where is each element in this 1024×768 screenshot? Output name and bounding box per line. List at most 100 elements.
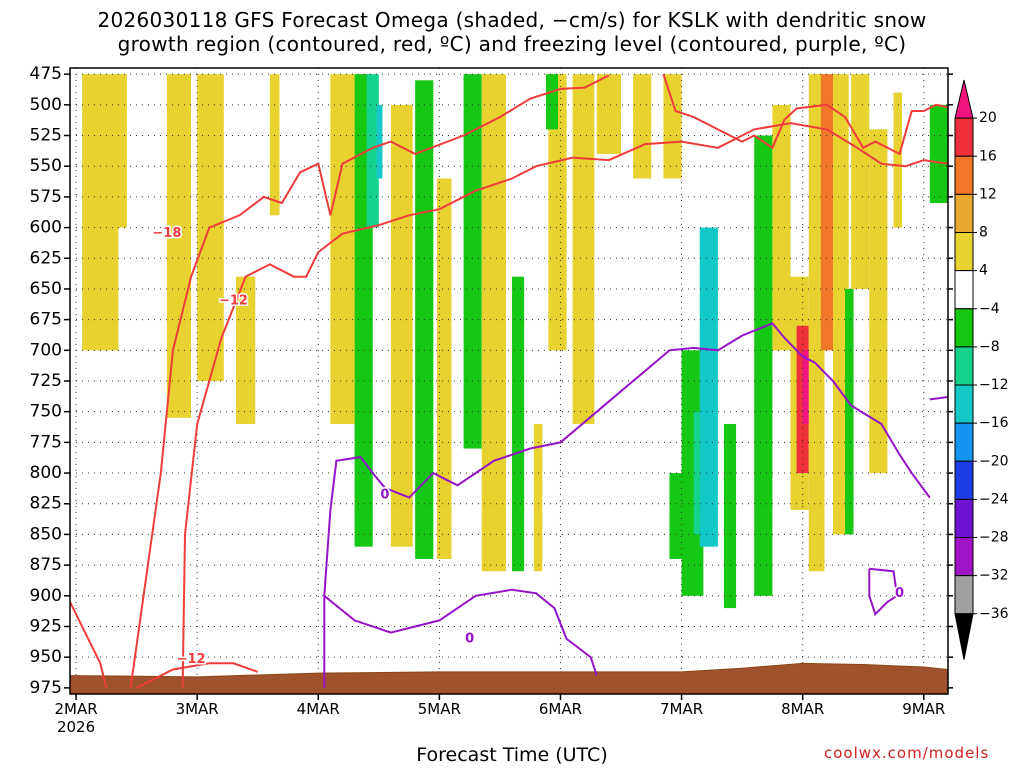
y-tick-label-7: 650	[30, 279, 62, 299]
freezing-contour-2	[868, 567, 899, 617]
omega-region-27	[699, 227, 718, 547]
plot-area: −18 −12 −12 0 0 0	[70, 68, 948, 694]
y-tick-label-16: 875	[30, 555, 62, 575]
colorbar-bin-7	[954, 346, 974, 386]
omega-region-38	[851, 74, 870, 289]
dgz-contour-3	[70, 601, 108, 689]
freezing-contour-1	[323, 588, 598, 676]
omega-region-13	[436, 178, 452, 559]
y-tick-label-8: 675	[30, 310, 62, 330]
freezing-contour-3	[929, 396, 948, 401]
y-tick-label-19: 950	[30, 647, 62, 667]
freezing-contour-label-0: 0	[380, 488, 389, 503]
x-tick-label-3: 5MAR	[418, 700, 461, 718]
colorbar-bin-4	[954, 232, 974, 272]
colorbar-label-10: −24	[979, 491, 1009, 507]
y-tick-label-5: 600	[30, 218, 62, 238]
omega-region-20	[572, 74, 595, 424]
x-tick-label-4: 6MAR	[539, 700, 582, 718]
y-tick-label-3: 550	[30, 156, 62, 176]
omega-region-40	[893, 92, 902, 228]
colorbar-bin-12	[954, 537, 974, 577]
colorbar-label-8: −16	[979, 415, 1009, 431]
omega-region-19	[545, 74, 559, 130]
colorbar-bin-5	[954, 270, 974, 310]
colorbar-label-4: 4	[979, 263, 988, 279]
omega-region-21	[596, 74, 622, 154]
x-tick-label-1: 3MAR	[176, 700, 219, 718]
omega-region-1	[112, 74, 127, 228]
omega-region-41	[929, 104, 948, 204]
omega-region-6	[269, 74, 280, 216]
dgz-contour-label-2: −12	[177, 652, 206, 667]
x-tick-label-0: 2MAR	[54, 700, 97, 718]
freezing-contour-label-1: 0	[465, 631, 474, 646]
credit-text: coolwx.com/models	[824, 744, 990, 762]
colorbar-bin-10	[954, 460, 974, 500]
colorbar-label-13: −36	[979, 606, 1009, 622]
y-tick-label-11: 750	[30, 402, 62, 422]
y-tick-label-18: 925	[30, 616, 62, 636]
y-tick-label-12: 775	[30, 432, 62, 452]
omega-region-10	[376, 104, 383, 179]
omega-region-15	[481, 74, 506, 572]
colorbar-label-11: −28	[979, 530, 1009, 546]
chart-title-line-1: 2026030118 GFS Forecast Omega (shaded, −…	[97, 8, 927, 32]
colorbar-arrow-bottom	[954, 613, 974, 660]
dgz-contour-label-0: −18	[152, 226, 181, 241]
omega-region-16	[512, 276, 525, 572]
omega-region-34	[808, 74, 825, 572]
omega-region-26	[693, 411, 700, 535]
y-tick-label-20: 975	[30, 678, 62, 698]
omega-region-39	[869, 129, 888, 474]
y-tick-label-0: 475	[30, 64, 62, 84]
omega-region-36	[832, 74, 849, 535]
omega-region-0	[82, 74, 119, 351]
dgz-contour-1	[181, 122, 948, 688]
y-tick-label-9: 700	[30, 340, 62, 360]
colorbar-arrow-top	[954, 79, 974, 119]
omega-region-14	[463, 74, 482, 449]
omega-region-29	[754, 135, 773, 596]
ground-surface	[70, 662, 948, 694]
colorbar-label-3: 8	[979, 225, 988, 241]
omega-region-22	[633, 74, 652, 179]
colorbar-bin-8	[954, 384, 974, 424]
colorbar-label-12: −32	[979, 568, 1009, 584]
y-tick-label-14: 825	[30, 494, 62, 514]
colorbar-label-7: −12	[979, 377, 1009, 393]
omega-region-28	[723, 423, 737, 609]
colorbar-label-6: −8	[979, 339, 1000, 355]
chart-title-line-2: growth region (contoured, red, ºC) and f…	[117, 32, 907, 56]
x-axis-label: Forecast Time (UTC)	[416, 744, 608, 766]
omega-region-5	[235, 276, 256, 424]
colorbar-bin-13	[954, 575, 974, 615]
omega-region-3	[176, 74, 186, 197]
omega-region-7	[330, 74, 355, 424]
dgz-contour-2	[136, 662, 259, 689]
omega-region-37	[845, 288, 854, 535]
colorbar-bin-11	[954, 498, 974, 538]
colorbar-label-0: 20	[979, 110, 997, 126]
colorbar-bin-3	[954, 193, 974, 233]
dgz-contour-label-1: −12	[219, 294, 248, 309]
x-tick-label-6: 8MAR	[781, 700, 824, 718]
colorbar-label-2: 12	[979, 186, 997, 202]
colorbar-label-5: −4	[979, 301, 1000, 317]
omega-region-17	[533, 423, 543, 572]
x-year-label: 2026	[57, 718, 95, 736]
omega-region-30	[772, 104, 791, 351]
colorbar-bin-2	[954, 155, 974, 195]
colorbar-bin-9	[954, 422, 974, 462]
colorbar-label-1: 16	[979, 148, 997, 164]
y-tick-label-17: 900	[30, 586, 62, 606]
omega-region-9	[366, 74, 379, 228]
y-tick-label-6: 625	[30, 248, 62, 268]
dgz-contour-0	[129, 74, 610, 689]
colorbar-label-9: −20	[979, 453, 1009, 469]
x-tick-label-7: 9MAR	[902, 700, 945, 718]
omega-region-11	[390, 104, 413, 547]
colorbar-bin-1	[954, 117, 974, 157]
dgz-contour-4	[662, 73, 948, 156]
